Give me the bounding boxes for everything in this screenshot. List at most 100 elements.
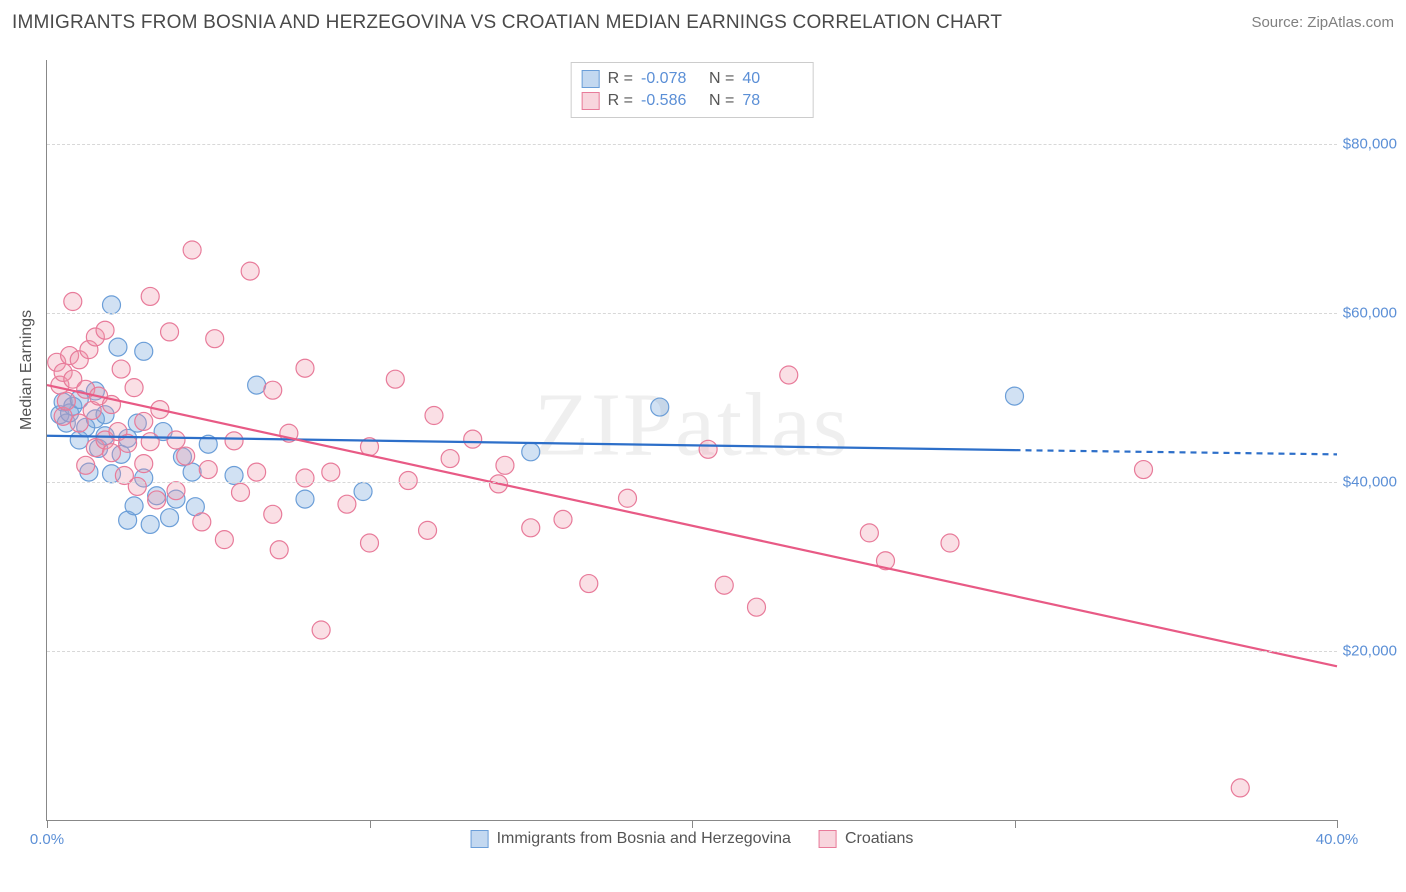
x-tick-label: 40.0% bbox=[1316, 831, 1359, 848]
y-tick-label: $80,000 bbox=[1343, 136, 1397, 153]
scatter-point-bosnia bbox=[522, 443, 540, 461]
x-tick bbox=[1337, 820, 1338, 828]
x-tick bbox=[1015, 820, 1016, 828]
source-attribution: Source: ZipAtlas.com bbox=[1251, 14, 1394, 31]
scatter-point-croatians bbox=[167, 482, 185, 500]
stats-r-croatians: -0.586 bbox=[641, 90, 701, 112]
scatter-point-croatians bbox=[699, 440, 717, 458]
scatter-point-croatians bbox=[135, 412, 153, 430]
scatter-point-croatians bbox=[361, 534, 379, 552]
scatter-point-bosnia bbox=[248, 376, 266, 394]
scatter-point-croatians bbox=[248, 463, 266, 481]
scatter-point-croatians bbox=[860, 524, 878, 542]
swatch-croatians-icon bbox=[582, 92, 600, 110]
scatter-point-croatians bbox=[148, 491, 166, 509]
scatter-svg bbox=[47, 60, 1337, 820]
y-tick-label: $20,000 bbox=[1343, 643, 1397, 660]
scatter-point-croatians bbox=[425, 407, 443, 425]
scatter-point-croatians bbox=[496, 456, 514, 474]
scatter-point-croatians bbox=[748, 598, 766, 616]
gridline-h bbox=[47, 482, 1337, 483]
scatter-point-croatians bbox=[77, 456, 95, 474]
y-tick-label: $60,000 bbox=[1343, 305, 1397, 322]
scatter-point-croatians bbox=[112, 360, 130, 378]
scatter-point-croatians bbox=[64, 293, 82, 311]
scatter-point-bosnia bbox=[141, 515, 159, 533]
scatter-point-croatians bbox=[296, 469, 314, 487]
scatter-point-croatians bbox=[441, 450, 459, 468]
scatter-point-croatians bbox=[241, 262, 259, 280]
scatter-point-croatians bbox=[125, 379, 143, 397]
scatter-point-croatians bbox=[322, 463, 340, 481]
scatter-point-croatians bbox=[193, 513, 211, 531]
scatter-point-croatians bbox=[264, 505, 282, 523]
scatter-point-croatians bbox=[522, 519, 540, 537]
scatter-point-bosnia bbox=[109, 338, 127, 356]
legend-label-bosnia: Immigrants from Bosnia and Herzegovina bbox=[497, 830, 791, 848]
scatter-point-croatians bbox=[464, 430, 482, 448]
x-tick bbox=[370, 820, 371, 828]
x-tick bbox=[692, 820, 693, 828]
scatter-point-croatians bbox=[386, 370, 404, 388]
stats-row-croatians: R = -0.586 N = 78 bbox=[582, 90, 803, 112]
scatter-point-croatians bbox=[103, 444, 121, 462]
scatter-point-croatians bbox=[780, 366, 798, 384]
stats-n-croatians: 78 bbox=[742, 90, 802, 112]
y-axis-label: Median Earnings bbox=[18, 310, 36, 430]
scatter-point-bosnia bbox=[135, 342, 153, 360]
chart-plot-area: ZIPatlas R = -0.078 N = 40 R = -0.586 N … bbox=[46, 60, 1337, 821]
regression-line-extend-bosnia bbox=[1015, 450, 1338, 454]
gridline-h bbox=[47, 313, 1337, 314]
scatter-point-croatians bbox=[225, 432, 243, 450]
scatter-point-croatians bbox=[338, 495, 356, 513]
legend-swatch-bosnia-icon bbox=[471, 830, 489, 848]
scatter-point-bosnia bbox=[125, 497, 143, 515]
scatter-point-bosnia bbox=[161, 509, 179, 527]
x-tick bbox=[47, 820, 48, 828]
stats-r-bosnia: -0.078 bbox=[641, 68, 701, 90]
scatter-point-croatians bbox=[1231, 779, 1249, 797]
scatter-point-croatians bbox=[264, 381, 282, 399]
gridline-h bbox=[47, 144, 1337, 145]
scatter-point-croatians bbox=[619, 489, 637, 507]
legend-item-bosnia: Immigrants from Bosnia and Herzegovina bbox=[471, 830, 791, 848]
scatter-point-croatians bbox=[554, 510, 572, 528]
scatter-point-croatians bbox=[161, 323, 179, 341]
scatter-point-croatians bbox=[941, 534, 959, 552]
scatter-point-croatians bbox=[1135, 461, 1153, 479]
bottom-legend: Immigrants from Bosnia and Herzegovina C… bbox=[471, 830, 914, 848]
scatter-point-bosnia bbox=[354, 483, 372, 501]
legend-label-croatians: Croatians bbox=[845, 830, 913, 848]
stats-n-bosnia: 40 bbox=[742, 68, 802, 90]
stats-n-label: N = bbox=[709, 68, 734, 90]
scatter-point-croatians bbox=[206, 330, 224, 348]
scatter-point-bosnia bbox=[651, 398, 669, 416]
x-tick-label: 0.0% bbox=[30, 831, 64, 848]
scatter-point-croatians bbox=[141, 433, 159, 451]
scatter-point-croatians bbox=[270, 541, 288, 559]
scatter-point-croatians bbox=[141, 287, 159, 305]
scatter-point-croatians bbox=[57, 392, 75, 410]
stats-r-label: R = bbox=[608, 68, 633, 90]
scatter-point-croatians bbox=[312, 621, 330, 639]
scatter-point-croatians bbox=[419, 521, 437, 539]
scatter-point-croatians bbox=[96, 321, 114, 339]
legend-swatch-croatians-icon bbox=[819, 830, 837, 848]
scatter-point-croatians bbox=[296, 359, 314, 377]
stats-legend-box: R = -0.078 N = 40 R = -0.586 N = 78 bbox=[571, 62, 814, 118]
scatter-point-croatians bbox=[715, 576, 733, 594]
regression-line-croatians bbox=[47, 385, 1337, 666]
chart-title: IMMIGRANTS FROM BOSNIA AND HERZEGOVINA V… bbox=[12, 12, 1002, 34]
y-tick-label: $40,000 bbox=[1343, 474, 1397, 491]
scatter-point-bosnia bbox=[183, 463, 201, 481]
scatter-point-croatians bbox=[399, 472, 417, 490]
scatter-point-croatians bbox=[135, 455, 153, 473]
scatter-point-croatians bbox=[580, 575, 598, 593]
scatter-point-croatians bbox=[167, 431, 185, 449]
scatter-point-bosnia bbox=[296, 490, 314, 508]
scatter-point-croatians bbox=[177, 447, 195, 465]
stats-n-label: N = bbox=[709, 90, 734, 112]
scatter-point-bosnia bbox=[1006, 387, 1024, 405]
stats-row-bosnia: R = -0.078 N = 40 bbox=[582, 68, 803, 90]
scatter-point-croatians bbox=[199, 461, 217, 479]
